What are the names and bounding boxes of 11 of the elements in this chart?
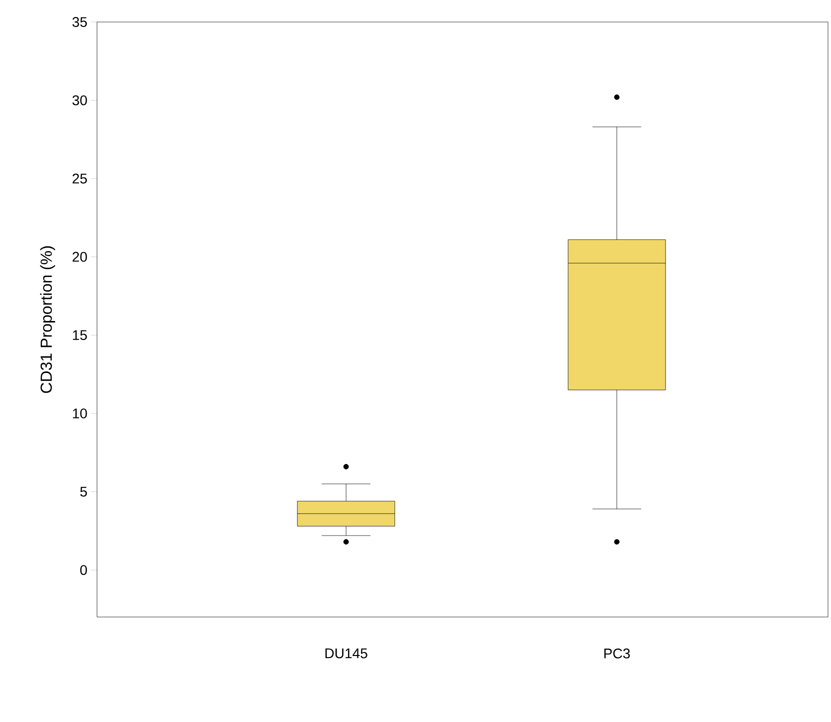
x-tick-label: PC3 <box>604 648 630 658</box>
x-tick-label: DU145 <box>325 648 368 658</box>
y-tick-label: 5 <box>80 486 87 497</box>
y-tick-label: 30 <box>72 95 87 106</box>
y-tick-label: 35 <box>72 17 87 27</box>
y-tick-label: 20 <box>72 252 87 262</box>
y-tick-label: 25 <box>72 174 87 184</box>
y-axis-title: CD31 Proportion (%) <box>40 246 56 393</box>
y-tick-label: 15 <box>72 330 87 340</box>
y-tick-label: 10 <box>72 408 87 418</box>
y-tick-label: 0 <box>80 565 87 575</box>
